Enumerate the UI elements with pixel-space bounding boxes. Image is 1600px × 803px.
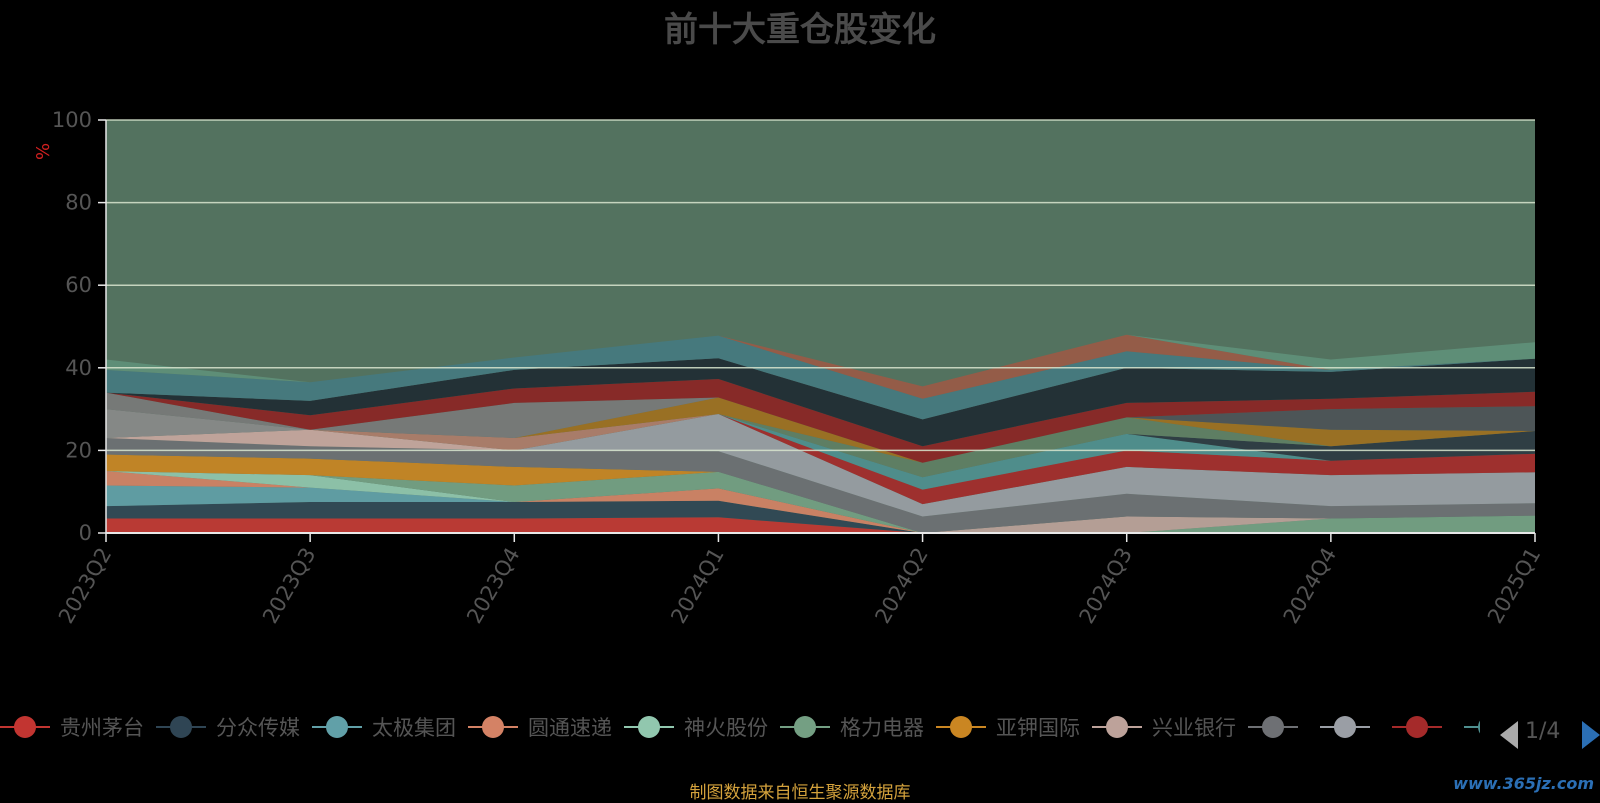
area-series-11 xyxy=(106,414,1535,490)
x-tick-label: 2024Q2 xyxy=(870,544,932,628)
area-series-12 xyxy=(106,414,1535,478)
legend-prev-icon[interactable] xyxy=(1500,721,1518,749)
x-tick-label: 2023Q3 xyxy=(258,544,320,628)
legend-item[interactable]: 格力电器 xyxy=(780,712,924,742)
legend-item[interactable] xyxy=(1464,715,1480,739)
legend-marker-icon xyxy=(1320,715,1370,739)
legend-item[interactable] xyxy=(1248,715,1308,739)
legend-marker-icon xyxy=(780,715,830,739)
y-tick-label: 80 xyxy=(65,191,92,215)
legend-label: 贵州茅台 xyxy=(60,716,144,740)
legend-label: 亚钾国际 xyxy=(996,716,1080,740)
legend-marker-icon xyxy=(0,715,50,739)
legend-marker-icon xyxy=(1092,715,1142,739)
area-series-22 xyxy=(106,358,1535,447)
y-tick-label: 60 xyxy=(65,273,92,297)
y-tick-label: 100 xyxy=(52,108,92,132)
y-tick-label: 20 xyxy=(65,438,92,462)
source-note: 制图数据来自恒生聚源数据库 xyxy=(689,783,911,803)
legend-item[interactable] xyxy=(1320,715,1380,739)
y-tick-label: 40 xyxy=(65,356,92,380)
area-series-20 xyxy=(106,392,1535,463)
area-series-23 xyxy=(106,335,1535,420)
area-series-5 xyxy=(106,471,1535,533)
legend-item[interactable]: 分众传媒 xyxy=(156,712,300,742)
legend-item[interactable]: 神火股份 xyxy=(624,712,768,742)
stacked-area-chart: 0 20 40 60 80 100 2023Q2 2023Q3 2023Q4 2024Q1 2024… xyxy=(33,108,1545,628)
legend-label: 兴业银行 xyxy=(1152,716,1236,740)
area-series-17 xyxy=(106,397,1535,463)
legend-item[interactable]: 贵州茅台 xyxy=(0,712,144,742)
x-tick-label: 2025Q1 xyxy=(1483,544,1545,628)
area-series-21 xyxy=(106,378,1535,463)
legend-label: 神火股份 xyxy=(684,716,768,740)
legend-marker-icon xyxy=(156,715,206,739)
legend-marker-icon xyxy=(312,715,362,739)
legend-marker-icon xyxy=(624,715,674,739)
x-tick-label: 2024Q1 xyxy=(666,544,728,628)
legend-label: 分众传媒 xyxy=(216,716,300,740)
y-tick-label: 0 xyxy=(79,521,92,545)
x-tick-label: 2024Q4 xyxy=(1279,544,1341,628)
legend-marker-icon xyxy=(1248,715,1298,739)
area-series-10 xyxy=(106,414,1535,505)
chart-title: 前十大重仓股变化 xyxy=(664,10,936,50)
legend-item[interactable]: 圆通速递 xyxy=(468,712,612,742)
legend-pager: 1/4 xyxy=(1500,718,1600,749)
area-series-24 xyxy=(106,334,1535,399)
legend-item[interactable] xyxy=(1392,715,1452,739)
legend-next-icon[interactable] xyxy=(1582,721,1600,749)
legend-marker-icon xyxy=(1464,715,1480,739)
legend-label: 格力电器 xyxy=(840,716,924,740)
area-series-16 xyxy=(106,414,1535,478)
area-series-9 xyxy=(106,414,1535,517)
area-series-4 xyxy=(106,471,1535,533)
legend-marker-icon xyxy=(1392,715,1442,739)
legend-item[interactable]: 兴业银行 xyxy=(1092,712,1236,742)
legend-label: 圆通速递 xyxy=(528,716,612,740)
legend-label: 太极集团 xyxy=(372,716,456,740)
area-series-14 xyxy=(106,414,1535,478)
legend-page-indicator: 1/4 xyxy=(1525,719,1561,744)
area-series-2 xyxy=(106,485,1535,533)
area-series-8 xyxy=(106,438,1535,533)
legend-marker-icon xyxy=(468,715,518,739)
legend-marker-icon xyxy=(936,715,986,739)
watermark: www.365jz.com xyxy=(1453,774,1594,793)
legend-item[interactable]: 亚钾国际 xyxy=(936,712,1080,742)
x-tick-label: 2023Q4 xyxy=(462,544,524,628)
legend: 贵州茅台 分众传媒 太极集团 圆通速递 神火股份 格力电器 亚钾国际 兴业银行 xyxy=(0,712,1480,752)
x-tick-label: 2023Q2 xyxy=(54,544,116,628)
area-series-6 xyxy=(106,454,1535,533)
legend-item[interactable]: 太极集团 xyxy=(312,712,456,742)
x-tick-label: 2024Q3 xyxy=(1075,544,1137,628)
series-areas xyxy=(106,334,1535,533)
y-axis-unit-label: % xyxy=(33,143,54,160)
